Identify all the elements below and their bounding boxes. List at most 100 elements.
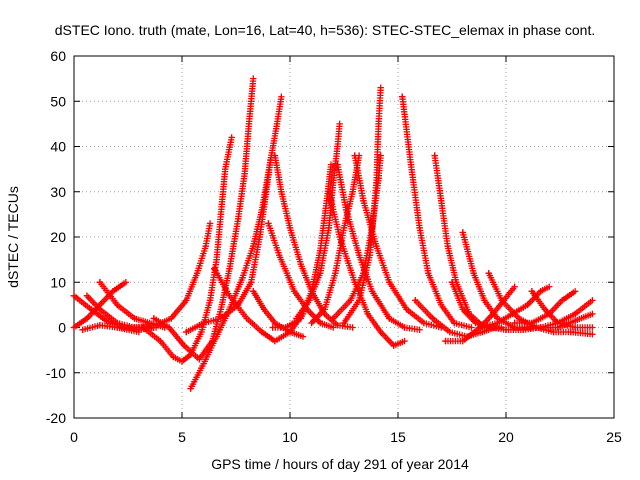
data-point (150, 315, 158, 322)
data-point (390, 342, 397, 349)
data-point (589, 310, 596, 318)
series-11 (250, 288, 307, 340)
data-point (308, 319, 315, 327)
data-point (366, 251, 374, 259)
data-point (122, 279, 130, 286)
data-point (351, 152, 358, 159)
y-tick-label: 10 (50, 274, 66, 290)
data-point (334, 161, 341, 168)
data-point (438, 197, 445, 204)
data-point (459, 229, 466, 236)
data-point (239, 274, 246, 281)
series-group (70, 75, 596, 392)
data-point (282, 324, 289, 331)
data-point (234, 301, 242, 309)
data-point (342, 206, 350, 214)
data-point (334, 322, 341, 329)
data-point (217, 306, 225, 313)
series-22 (399, 93, 475, 331)
series-5 (118, 220, 214, 331)
y-tick-label: -20 (46, 410, 66, 426)
data-point (183, 328, 190, 336)
data-point (183, 297, 190, 304)
data-point (247, 279, 255, 286)
data-point (222, 165, 229, 173)
data-point (139, 324, 147, 331)
data-point (571, 310, 579, 318)
data-point (96, 279, 104, 286)
data-point (273, 120, 281, 128)
y-tick-label: 40 (50, 139, 66, 155)
data-point (327, 161, 335, 168)
data-point (278, 93, 285, 100)
data-point (180, 342, 188, 349)
data-point (511, 319, 518, 327)
data-point (386, 315, 393, 322)
data-point (520, 326, 527, 333)
data-point (217, 211, 225, 218)
data-point (276, 251, 283, 259)
x-tick-label: 0 (70, 429, 78, 445)
data-point (336, 120, 343, 128)
data-point (554, 324, 562, 331)
data-point (317, 319, 324, 327)
y-tick-label: 60 (50, 48, 66, 64)
data-point (165, 324, 173, 331)
series-17 (334, 161, 423, 333)
data-point (263, 188, 270, 195)
y-tick-label: 30 (50, 184, 66, 200)
axis-ticks: 0 5 10 15 20 25 -20 -10 0 10 20 30 40 50 60 (46, 48, 622, 445)
data-point (373, 179, 380, 186)
data-point (498, 297, 505, 304)
data-point (170, 353, 177, 361)
x-tick-label: 15 (390, 429, 406, 445)
data-point (271, 337, 279, 345)
data-point (226, 265, 233, 272)
data-point (306, 297, 313, 304)
series-7 (150, 75, 257, 363)
data-point (250, 75, 257, 82)
data-point (571, 317, 579, 324)
series-8 (187, 93, 285, 392)
series-28 (476, 283, 553, 331)
data-point (481, 297, 488, 304)
data-point (200, 360, 207, 367)
data-point (401, 337, 408, 345)
series-trace (351, 152, 442, 331)
data-point (468, 324, 475, 331)
data-point (193, 270, 201, 277)
data-point (546, 283, 553, 290)
data-point (271, 152, 279, 159)
chart-title: dSTEC Iono. truth (mate, Lon=16, Lat=40,… (55, 22, 595, 38)
data-point (217, 315, 225, 322)
data-point (187, 385, 194, 392)
data-point (489, 310, 497, 318)
data-point (355, 297, 363, 304)
data-point (269, 324, 276, 331)
data-point (260, 306, 268, 313)
data-point (70, 324, 78, 331)
data-point (206, 220, 214, 227)
data-point (250, 288, 257, 295)
x-tick-label: 5 (178, 429, 186, 445)
grid (74, 56, 614, 418)
data-point (241, 170, 248, 177)
data-point (429, 315, 436, 322)
data-point (537, 324, 544, 331)
data-point (226, 292, 233, 300)
series-trace (442, 285, 517, 345)
y-axis-label: dSTEC / TECUs (5, 186, 21, 288)
data-point (446, 328, 454, 336)
data-point (202, 242, 209, 250)
data-point (416, 326, 423, 333)
x-tick-label: 10 (282, 429, 298, 445)
data-point (567, 328, 574, 336)
series-10 (183, 156, 274, 336)
data-point (96, 322, 104, 329)
data-point (438, 301, 445, 309)
data-point (589, 331, 596, 338)
y-tick-label: 50 (50, 93, 66, 109)
data-point (528, 319, 536, 327)
data-point (131, 315, 138, 322)
